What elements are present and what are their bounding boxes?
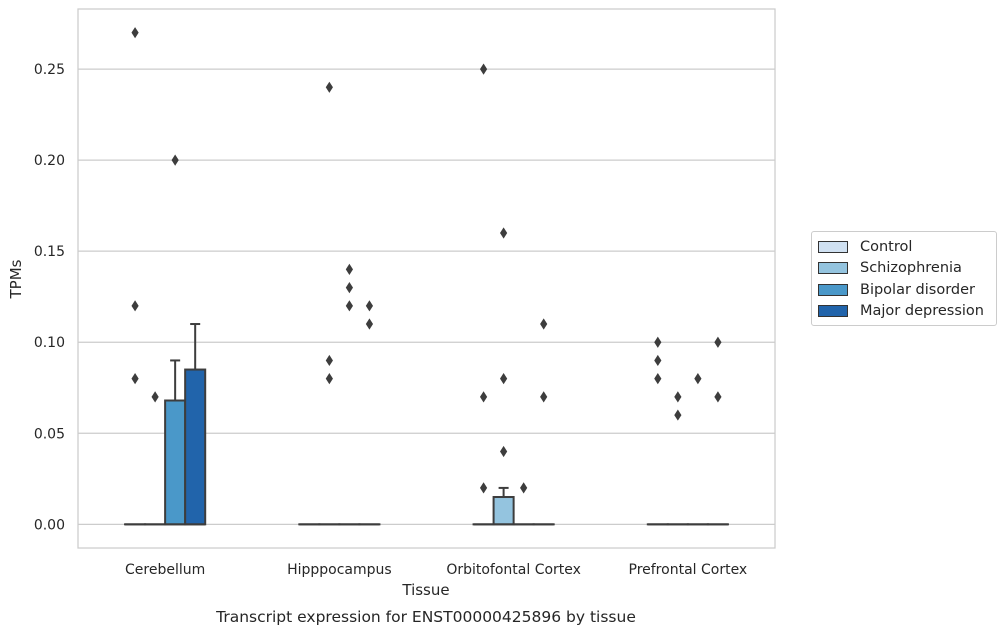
outlier-point <box>365 318 374 330</box>
legend-label-schizophrenia: Schizophrenia <box>860 260 962 277</box>
boxes <box>124 323 729 526</box>
legend-label-bipolar-disorder: Bipolar disorder <box>860 281 975 298</box>
outlier-point <box>500 373 508 385</box>
outlier-point <box>674 391 682 403</box>
box-group-bipolar-disorder-cerebellum <box>164 359 187 526</box>
outlier-point <box>520 482 528 494</box>
x-tick-label: Orbitofontal Cortex <box>446 562 581 578</box>
outlier-point <box>714 336 722 348</box>
y-tick-label: 0.25 <box>34 62 65 78</box>
outlier-point <box>131 300 139 312</box>
outlier-point <box>171 154 179 166</box>
legend-swatch-bipolar-disorder <box>818 283 848 296</box>
legend-label-control: Control <box>860 238 913 255</box>
outlier-point <box>654 336 662 348</box>
box <box>164 399 187 526</box>
legend-item-bipolar-disorder: Bipolar disorder <box>818 279 996 301</box>
outlier-point <box>540 318 548 330</box>
y-tick-label: 0.10 <box>34 335 65 351</box>
box <box>184 368 207 526</box>
outlier-point <box>365 300 374 312</box>
outlier-point <box>654 354 662 367</box>
chart-caption: Transcript expression for ENST0000042589… <box>215 608 636 626</box>
outlier-point <box>479 482 488 494</box>
outlier-point <box>654 373 662 385</box>
legend-swatch-major-depression <box>818 305 848 318</box>
outlier-point <box>674 409 682 421</box>
outlier-point <box>345 282 353 294</box>
y-tick-label: 0.20 <box>34 153 65 169</box>
legend-item-major-depression: Major depression <box>818 301 996 323</box>
outlier-point <box>540 391 548 403</box>
outlier-point <box>479 63 488 75</box>
box-group-major-depression-cerebellum <box>184 323 207 526</box>
outlier-point <box>694 373 702 385</box>
outlier-point <box>500 445 508 458</box>
outlier-point <box>479 391 488 403</box>
outliers <box>131 27 722 494</box>
legend-item-schizophrenia: Schizophrenia <box>818 258 996 280</box>
x-tick-label: Hipppocampus <box>287 562 392 578</box>
y-axis-title: TPMs <box>7 259 25 299</box>
x-axis-ticks: Cerebellum Hipppocampus Orbitofontal Corte… <box>125 562 747 578</box>
x-tick-label: Prefrontal Cortex <box>629 562 748 578</box>
outlier-point <box>714 391 722 403</box>
legend-label-major-depression: Major depression <box>860 303 984 320</box>
y-axis-ticks: 0.00 0.05 0.10 0.15 0.20 0.25 <box>34 62 65 533</box>
y-tick-label: 0.15 <box>34 244 65 260</box>
outlier-point <box>345 300 353 312</box>
box <box>492 496 515 526</box>
x-axis-title: Tissue <box>401 581 449 599</box>
outlier-point <box>131 373 139 385</box>
plot-frame <box>77 8 776 549</box>
y-tick-label: 0.05 <box>34 426 65 442</box>
x-tick-label: Cerebellum <box>125 562 205 578</box>
outlier-point <box>345 263 353 275</box>
legend-swatch-schizophrenia <box>818 262 848 275</box>
outlier-point <box>500 227 508 239</box>
legend-swatch-control <box>818 240 848 253</box>
outlier-point <box>151 391 159 403</box>
legend: Control Schizophrenia Bipolar disorder M… <box>811 231 997 326</box>
outlier-point <box>131 27 139 39</box>
outlier-point <box>325 373 333 385</box>
outlier-point <box>325 81 333 93</box>
outlier-point <box>325 354 333 367</box>
legend-item-control: Control <box>818 236 996 258</box>
y-tick-label: 0.00 <box>34 517 65 533</box>
box-group-schizophrenia-orbitofontal-cortex <box>492 486 515 526</box>
